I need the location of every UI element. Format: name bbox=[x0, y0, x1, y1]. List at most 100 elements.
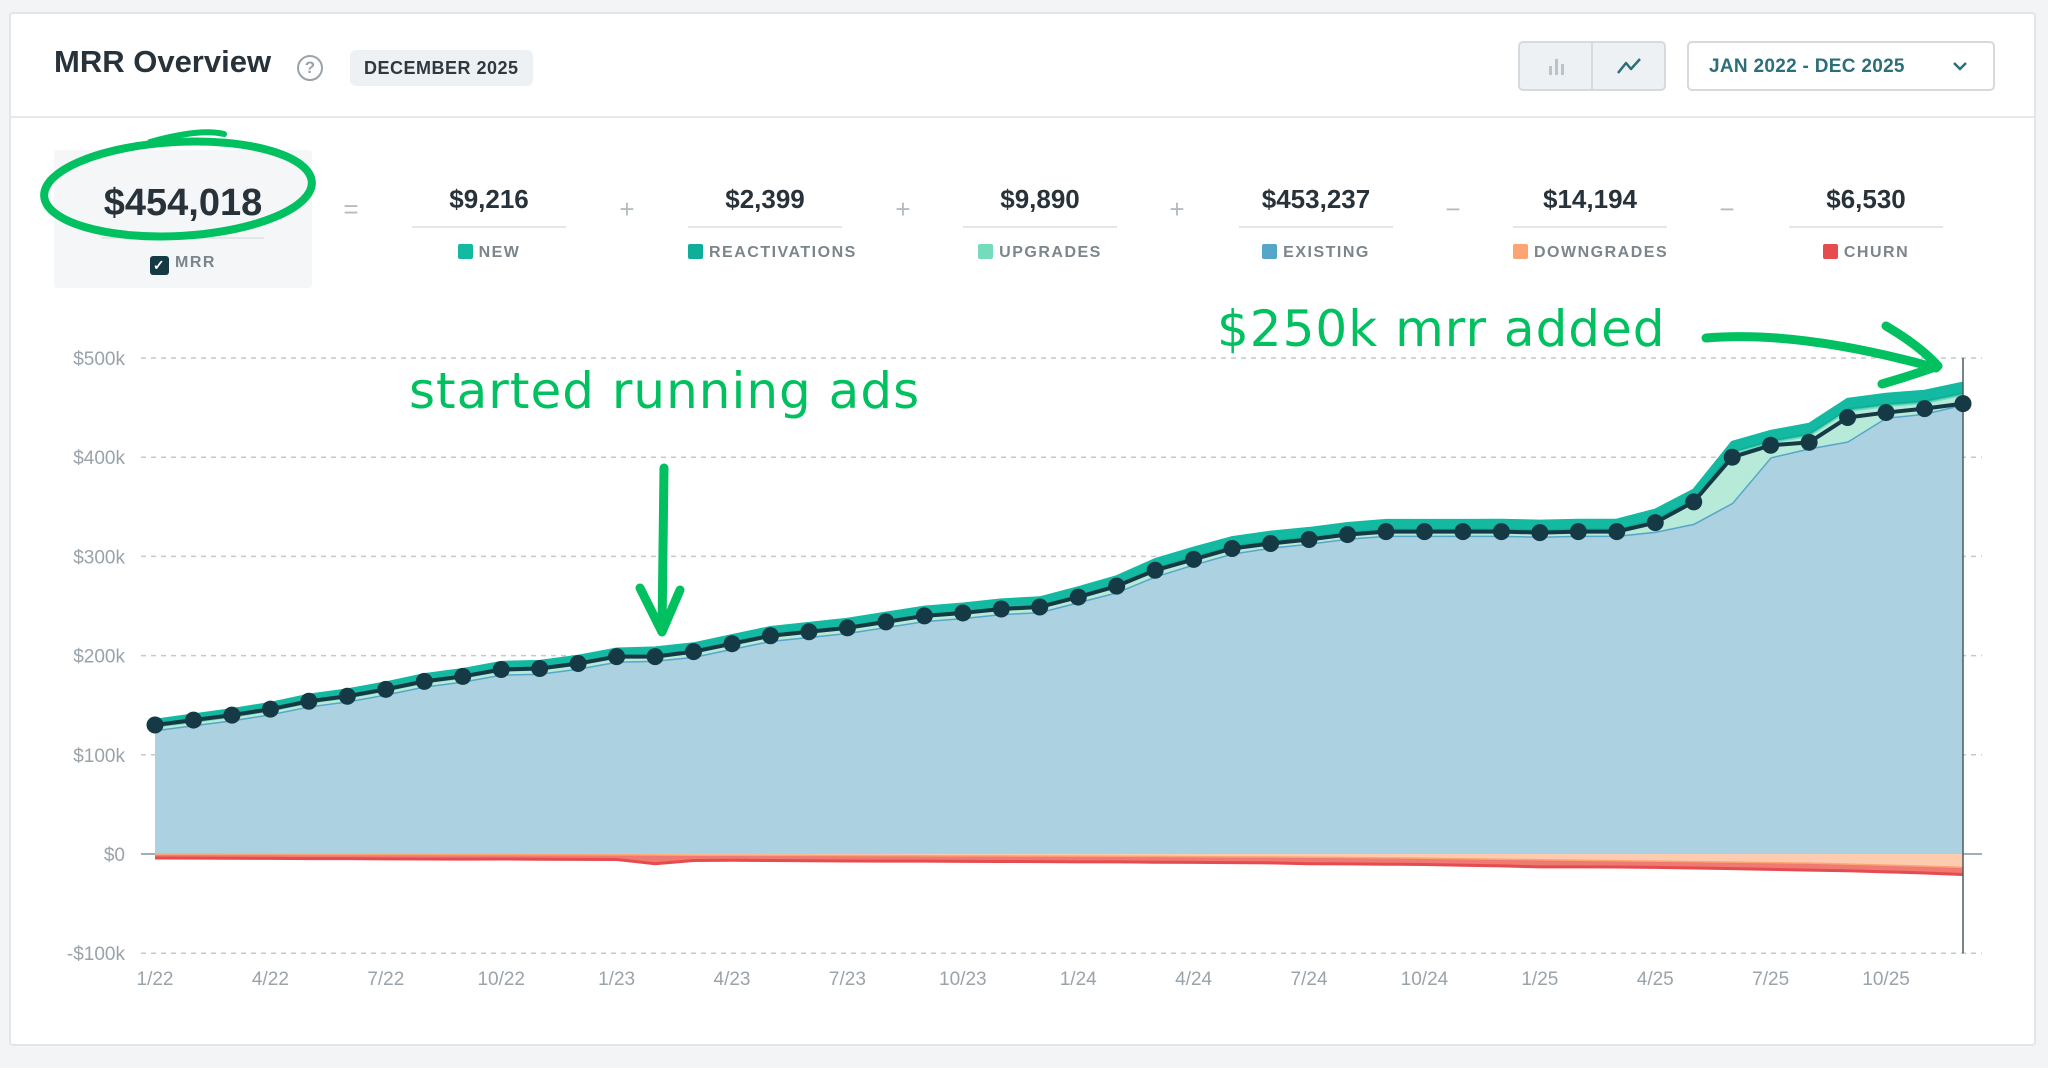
annotation-started-running-ads: started running ads bbox=[409, 362, 921, 420]
card-header: MRR Overview ? DECEMBER 2025 JAN 2022 - … bbox=[11, 14, 2034, 118]
mrr-data-point bbox=[838, 619, 856, 637]
new-swatch bbox=[457, 244, 473, 259]
divider bbox=[412, 226, 566, 228]
mrr-data-point bbox=[1954, 395, 1972, 413]
divider bbox=[963, 226, 1117, 228]
checkbox-checked-icon[interactable]: ✓ bbox=[150, 256, 170, 275]
date-range-dropdown[interactable]: JAN 2022 - DEC 2025 bbox=[1687, 41, 1995, 91]
churn-label: CHURN bbox=[1843, 244, 1910, 261]
reactivations-label: REACTIVATIONS bbox=[709, 244, 857, 261]
divider bbox=[688, 226, 842, 228]
mrr-data-point bbox=[1762, 436, 1780, 454]
x-tick-label: 4/24 bbox=[1175, 969, 1212, 990]
area-churn bbox=[155, 854, 1963, 875]
summary-item-reactivations[interactable]: $2,399 REACTIVATIONS bbox=[688, 184, 855, 262]
mrr-data-point bbox=[1916, 400, 1934, 418]
mrr-data-point bbox=[1300, 531, 1318, 549]
x-tick-label: 4/25 bbox=[1637, 969, 1674, 990]
mrr-data-point bbox=[915, 607, 933, 625]
mrr-data-point bbox=[415, 672, 433, 690]
x-tick-label: 10/25 bbox=[1862, 969, 1910, 990]
mrr-toggle[interactable]: ✓ MRR bbox=[54, 254, 312, 275]
mrr-data-point bbox=[223, 706, 241, 724]
x-tick-label: 10/23 bbox=[939, 969, 987, 990]
mrr-data-point bbox=[1723, 448, 1741, 466]
mrr-data-point bbox=[1185, 550, 1203, 568]
mrr-data-point bbox=[723, 635, 741, 653]
x-tick-label: 7/22 bbox=[367, 969, 404, 990]
mrr-data-point bbox=[1685, 493, 1703, 511]
mrr-data-point bbox=[646, 648, 664, 666]
existing-label: EXISTING bbox=[1283, 244, 1370, 261]
x-tick-label: 1/22 bbox=[137, 969, 174, 990]
mrr-data-point bbox=[761, 627, 779, 645]
mrr-data-point bbox=[569, 655, 587, 673]
mrr-label: MRR bbox=[175, 254, 216, 271]
upgrades-value: $9,890 bbox=[1000, 184, 1080, 214]
existing-value: $453,237 bbox=[1261, 184, 1371, 214]
churn-value: $6,530 bbox=[1826, 184, 1906, 214]
x-tick-label: 10/22 bbox=[477, 969, 525, 990]
help-icon[interactable]: ? bbox=[297, 55, 323, 81]
mrr-data-point bbox=[1454, 523, 1472, 541]
x-tick-label: 7/23 bbox=[829, 969, 866, 990]
new-label: NEW bbox=[478, 244, 521, 261]
mrr-data-point bbox=[800, 623, 818, 641]
x-tick-label: 7/25 bbox=[1752, 969, 1789, 990]
mrr-data-point bbox=[1415, 523, 1433, 541]
mrr-data-point bbox=[1031, 598, 1049, 616]
upgrades-swatch bbox=[978, 244, 994, 259]
line-chart-button[interactable] bbox=[1591, 43, 1664, 89]
area-downgrades bbox=[155, 854, 1963, 869]
x-tick-label: 10/24 bbox=[1401, 969, 1449, 990]
summary-item-churn[interactable]: $6,530 CHURN bbox=[1789, 184, 1943, 262]
mrr-data-point bbox=[454, 667, 472, 685]
mrr-data-point bbox=[1608, 523, 1626, 541]
summary-item-existing[interactable]: $453,237 EXISTING bbox=[1239, 184, 1393, 262]
mrr-data-point bbox=[261, 700, 279, 718]
reactivations-value: $2,399 bbox=[725, 184, 805, 214]
bar-chart-icon bbox=[1548, 59, 1564, 75]
existing-swatch bbox=[1262, 244, 1278, 259]
mrr-data-point bbox=[531, 659, 549, 677]
plus-operator: + bbox=[1169, 194, 1185, 224]
mrr-data-point bbox=[1877, 404, 1895, 422]
mrr-data-point bbox=[1800, 433, 1818, 451]
y-tick-label: $300k bbox=[73, 547, 125, 568]
divider bbox=[1239, 226, 1393, 228]
mrr-data-point bbox=[1146, 561, 1164, 579]
mrr-data-point bbox=[1377, 523, 1395, 541]
mrr-data-point bbox=[146, 716, 164, 734]
reactivations-swatch bbox=[688, 244, 703, 259]
summary-item-new[interactable]: $9,216 NEW bbox=[412, 184, 566, 262]
summary-item-downgrades[interactable]: $14,194 DOWNGRADES bbox=[1513, 184, 1667, 262]
plus-operator: + bbox=[619, 194, 635, 224]
mrr-data-point bbox=[1108, 577, 1126, 595]
divider bbox=[1513, 226, 1667, 228]
mrr-data-point bbox=[992, 600, 1010, 618]
period-badge: DECEMBER 2025 bbox=[350, 50, 533, 86]
mrr-data-point bbox=[685, 643, 703, 661]
mrr-data-point bbox=[1262, 535, 1280, 553]
mrr-data-point bbox=[1223, 539, 1241, 557]
x-tick-label: 1/23 bbox=[598, 969, 635, 990]
line-chart-icon bbox=[1616, 58, 1641, 74]
y-tick-label: -$100k bbox=[67, 944, 126, 965]
line-churn bbox=[154, 856, 1964, 877]
mrr-data-point bbox=[300, 692, 318, 710]
x-tick-label: 7/24 bbox=[1291, 969, 1328, 990]
new-value: $9,216 bbox=[449, 184, 529, 214]
bar-chart-button[interactable] bbox=[1520, 43, 1591, 89]
mrr-data-point bbox=[184, 711, 202, 729]
y-tick-label: $200k bbox=[73, 647, 125, 668]
chart-type-toggle bbox=[1518, 41, 1666, 91]
plus-operator: + bbox=[895, 194, 911, 224]
mrr-data-point bbox=[1339, 526, 1357, 544]
mrr-data-point bbox=[1646, 514, 1664, 532]
x-tick-label: 4/23 bbox=[714, 969, 751, 990]
downgrades-swatch bbox=[1513, 244, 1528, 259]
y-tick-label: $500k bbox=[73, 349, 125, 370]
summary-item-upgrades[interactable]: $9,890 UPGRADES bbox=[963, 184, 1117, 262]
equals-operator: = bbox=[343, 194, 359, 224]
